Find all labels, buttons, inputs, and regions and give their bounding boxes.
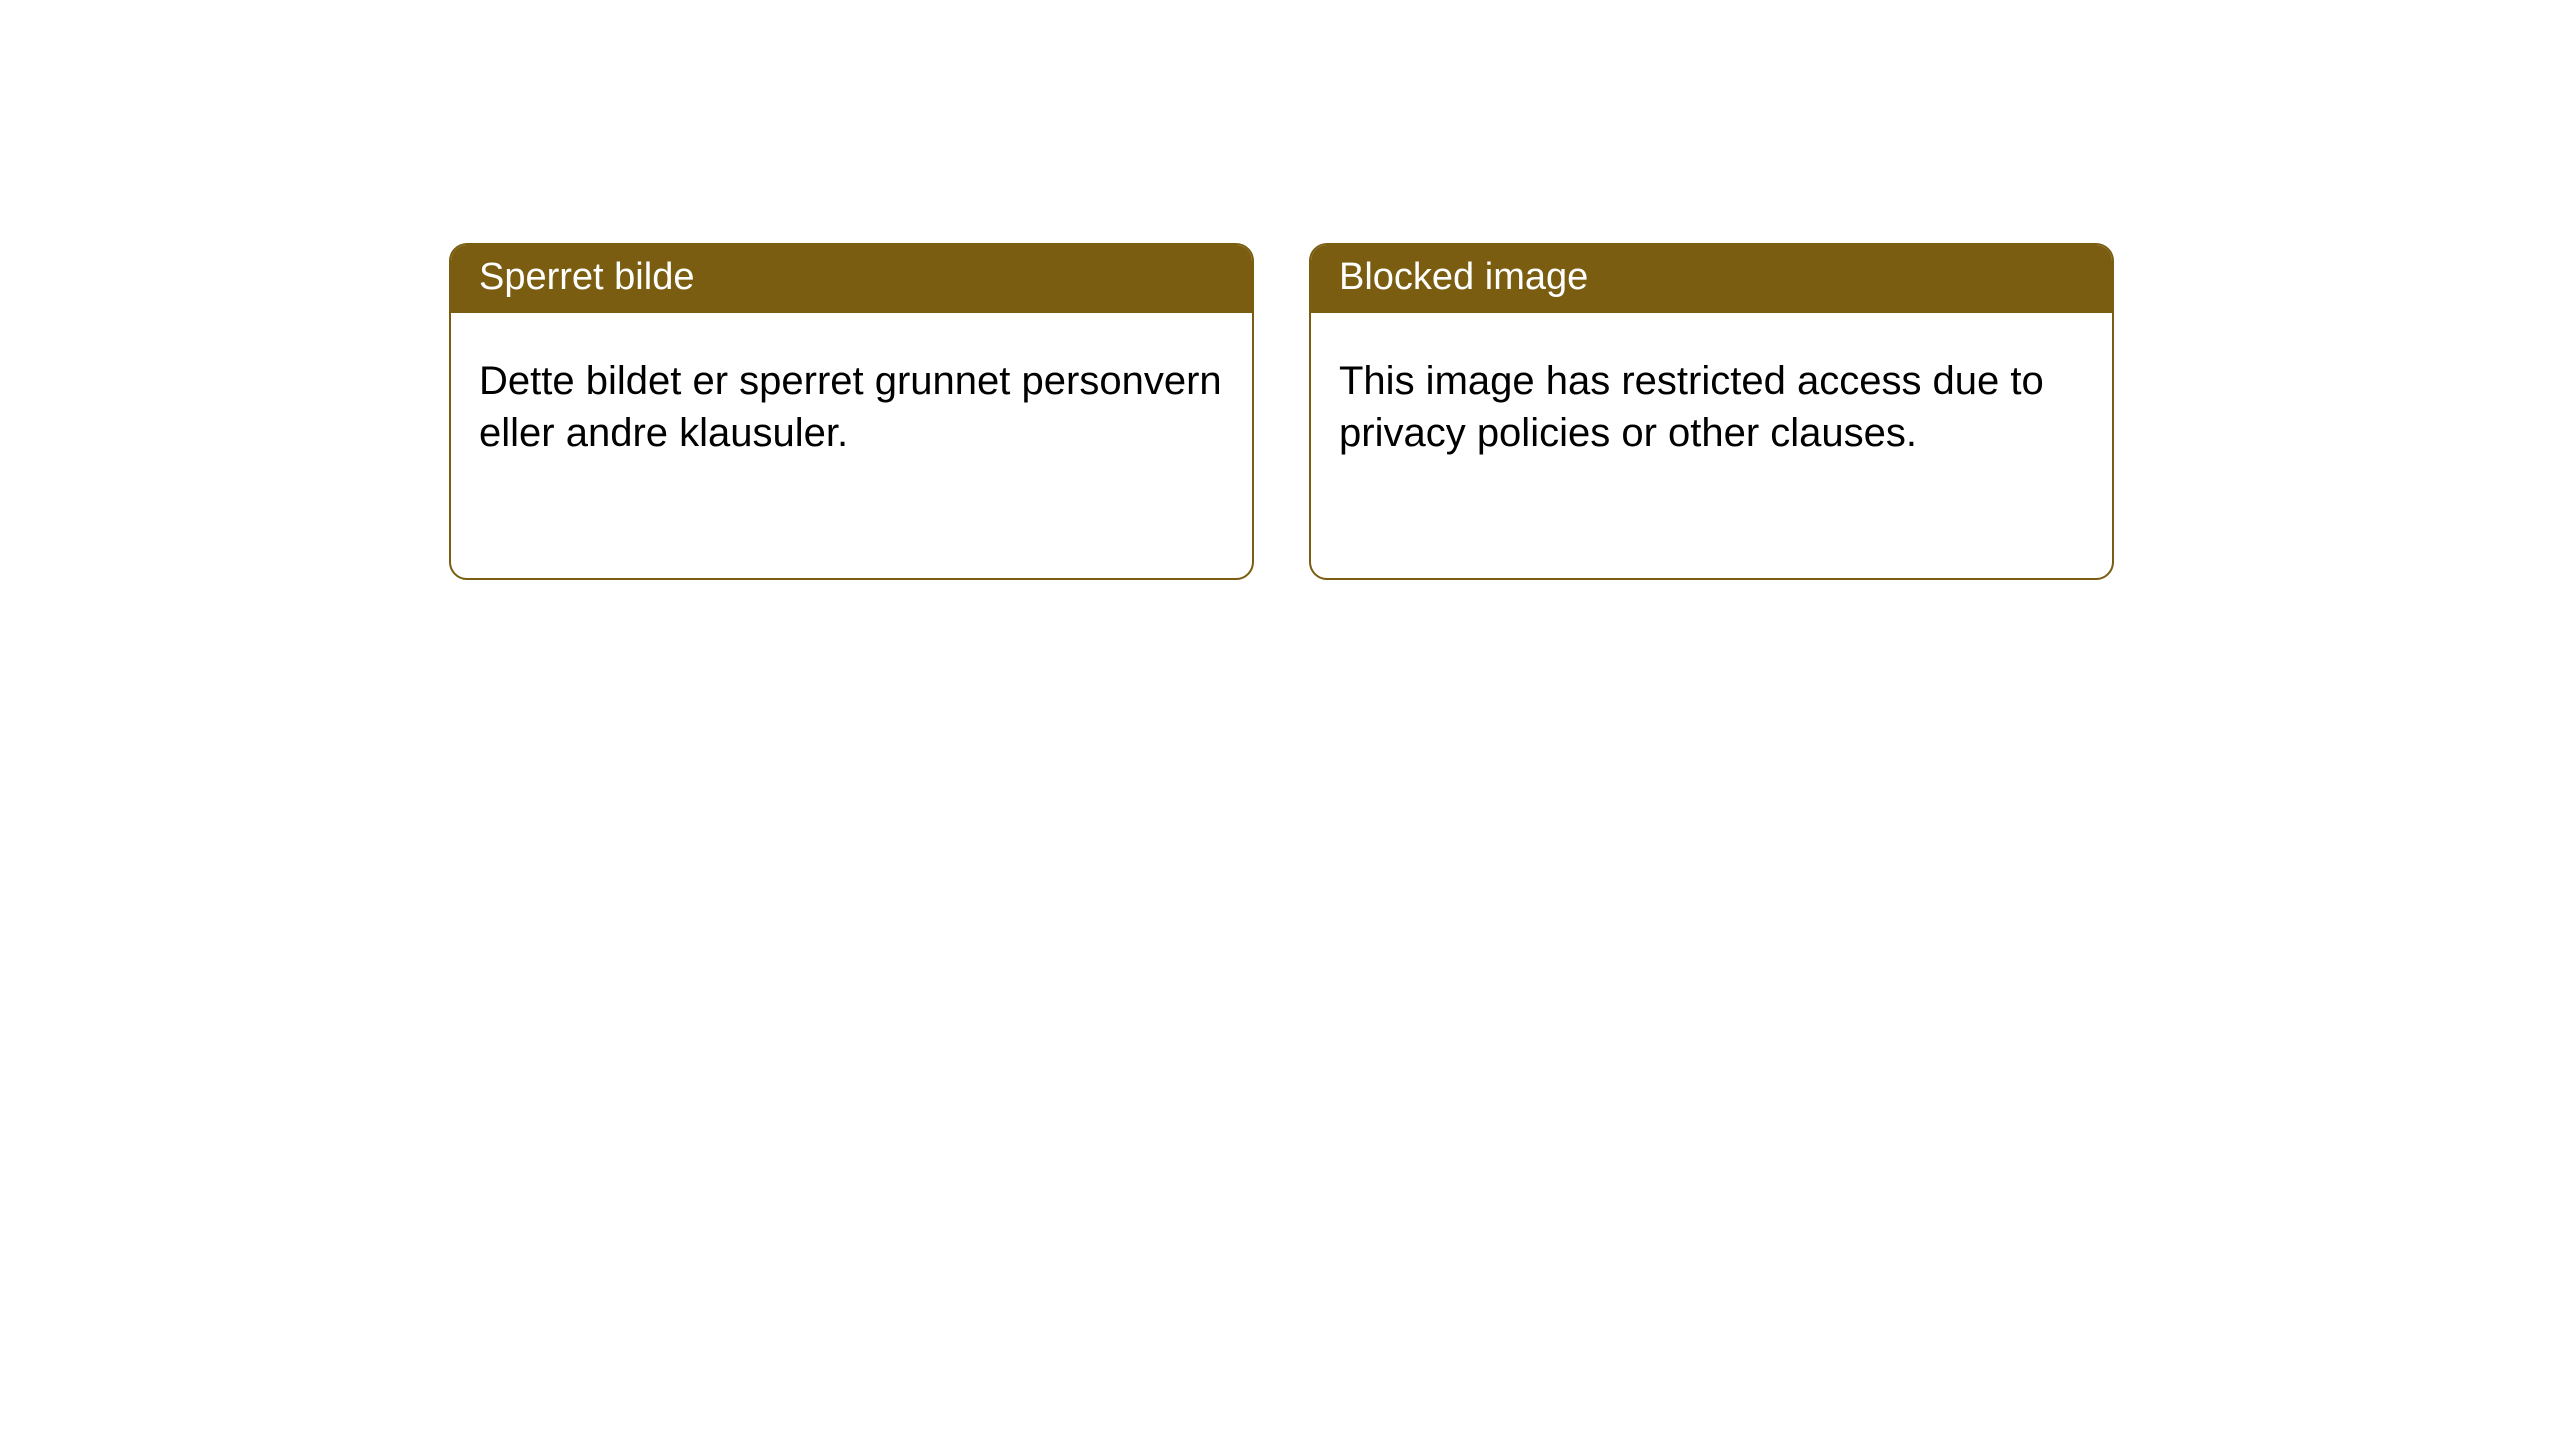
notice-body-english: This image has restricted access due to … [1311, 313, 2112, 489]
notice-body-norwegian: Dette bildet er sperret grunnet personve… [451, 313, 1252, 489]
notice-card-english: Blocked image This image has restricted … [1309, 243, 2114, 580]
notice-card-norwegian: Sperret bilde Dette bildet er sperret gr… [449, 243, 1254, 580]
notice-container: Sperret bilde Dette bildet er sperret gr… [449, 243, 2114, 580]
notice-title-norwegian: Sperret bilde [451, 245, 1252, 313]
notice-title-english: Blocked image [1311, 245, 2112, 313]
